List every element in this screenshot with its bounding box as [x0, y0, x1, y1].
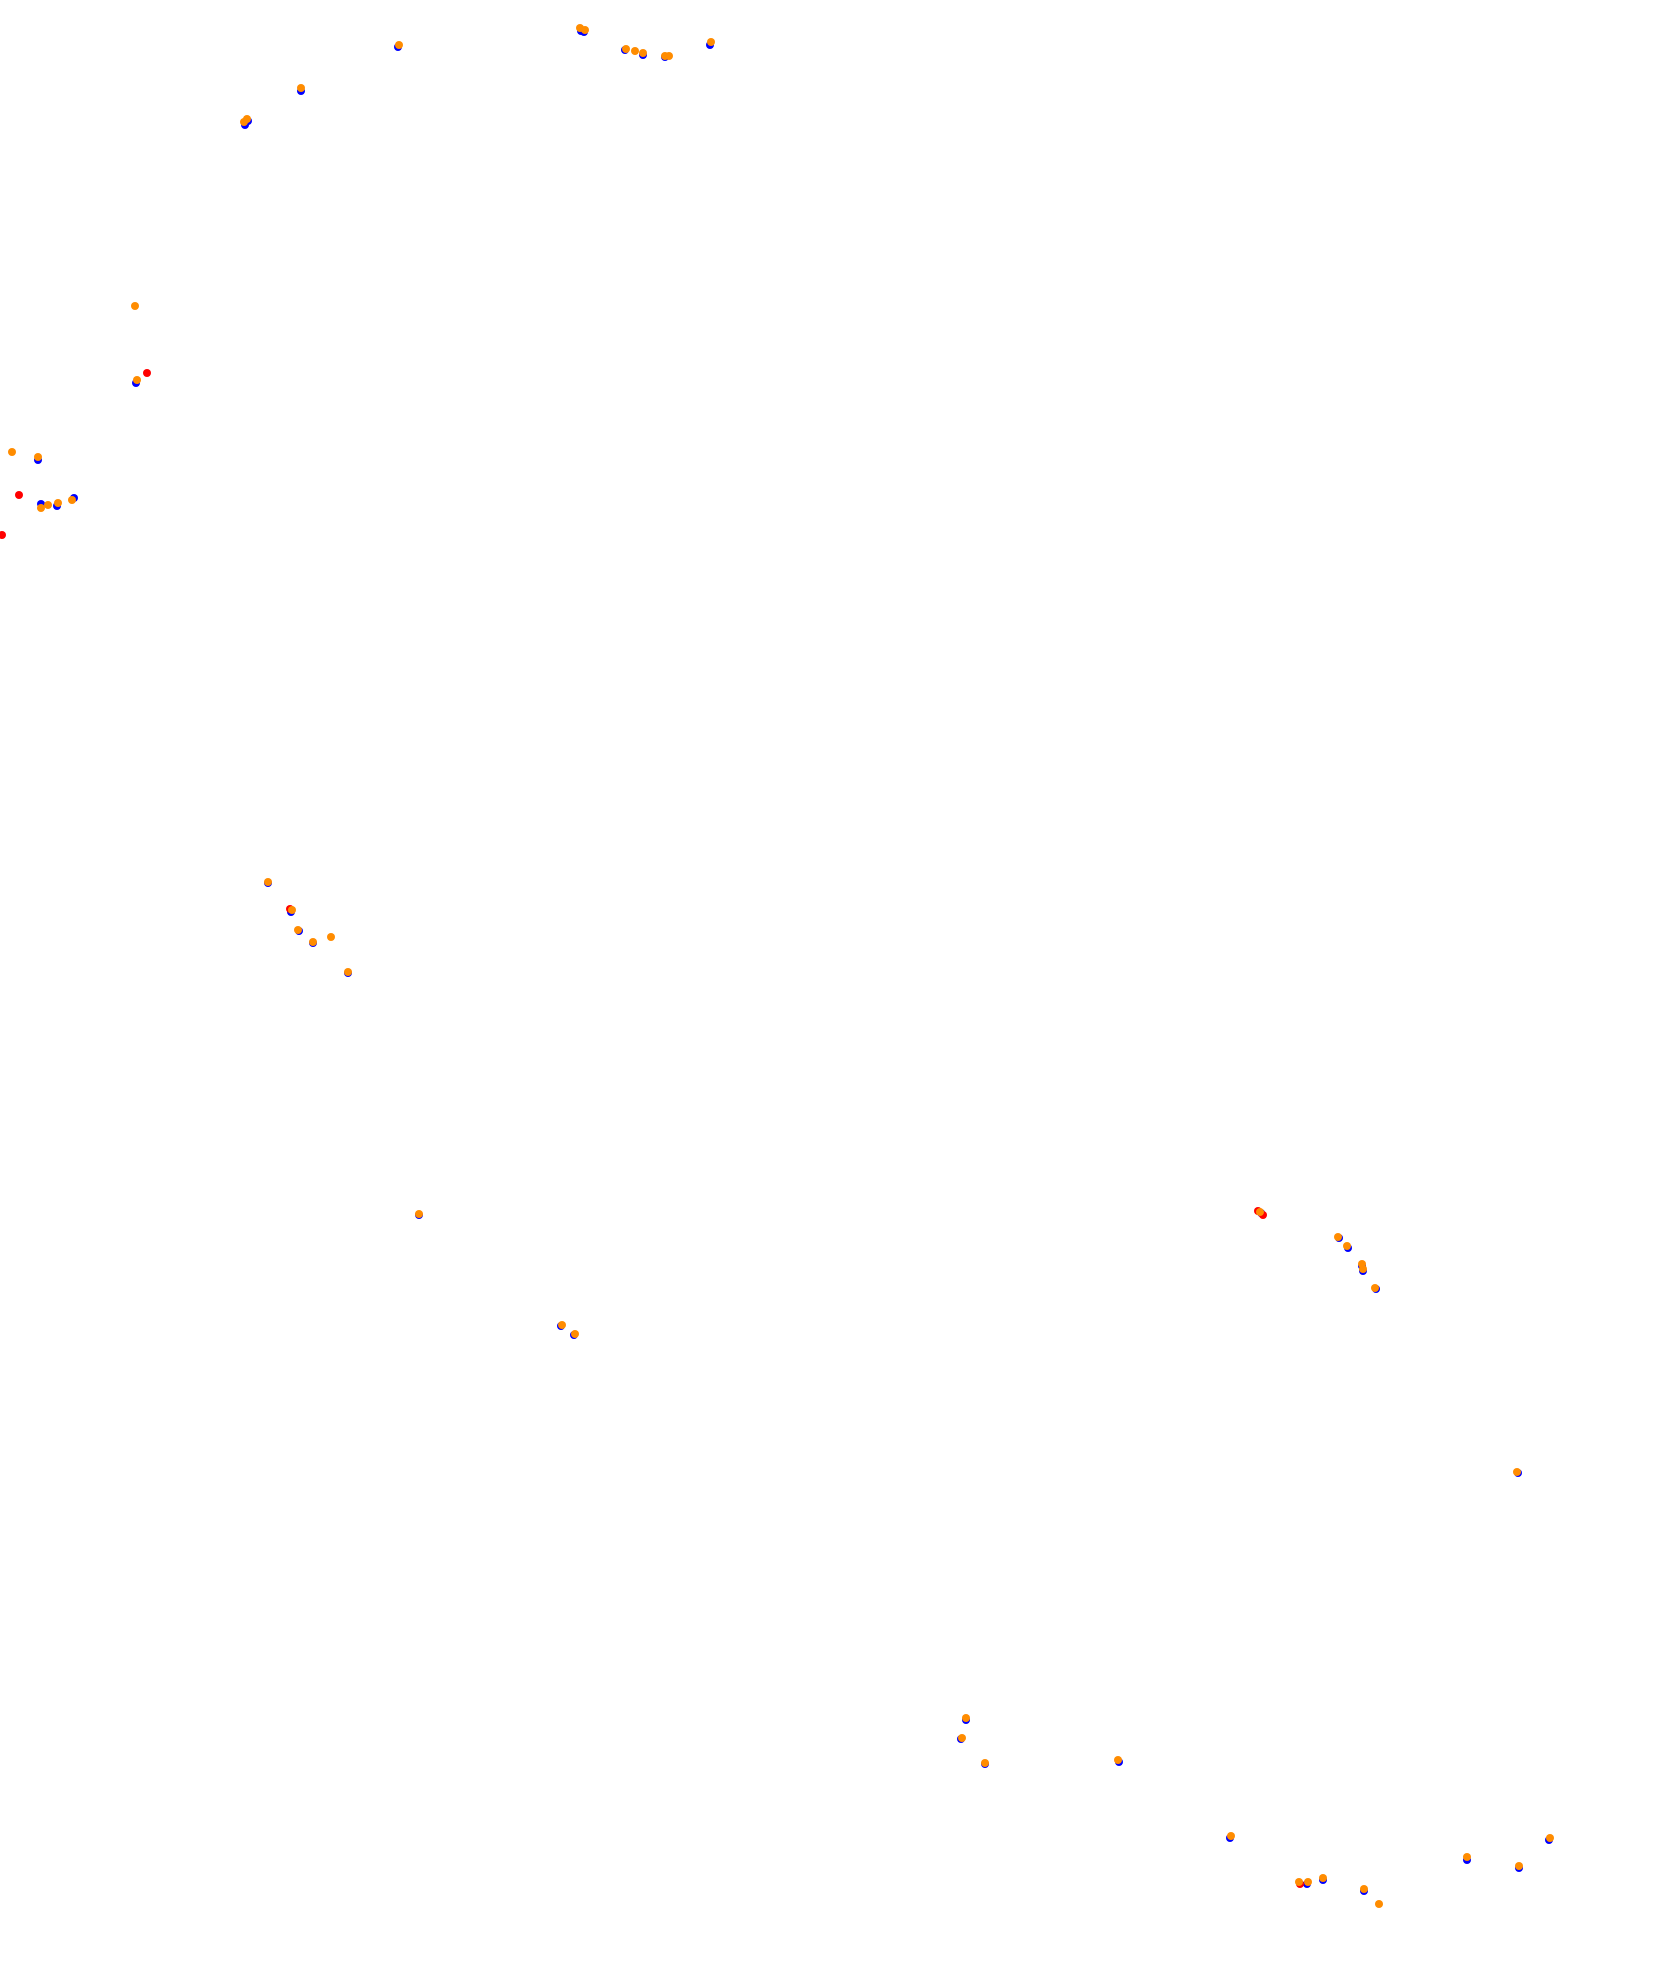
data-point-s1-0	[143, 369, 151, 377]
data-point-s2-45	[1463, 1853, 1471, 1861]
data-point-s2-48	[1295, 1878, 1303, 1886]
data-point-s2-47	[1546, 1834, 1554, 1842]
data-point-s2-13	[133, 376, 141, 384]
data-point-s2-12	[131, 302, 139, 310]
data-point-s2-30	[1334, 1233, 1342, 1241]
data-point-s2-33	[1359, 1265, 1367, 1273]
data-point-s2-29	[1256, 1208, 1264, 1216]
plot-area	[0, 24, 1554, 1908]
data-point-s2-8	[707, 38, 715, 46]
data-point-s2-20	[264, 878, 272, 886]
data-point-s2-28	[571, 1330, 579, 1338]
data-point-s2-18	[54, 499, 62, 507]
data-point-s2-46	[1515, 1862, 1523, 1870]
data-point-s2-38	[981, 1759, 989, 1767]
data-point-s2-15	[34, 453, 42, 461]
data-point-s2-35	[1513, 1468, 1521, 1476]
data-point-s2-5	[639, 49, 647, 57]
data-point-s2-7	[665, 52, 673, 60]
data-point-s2-16	[37, 504, 45, 512]
data-point-s2-21	[288, 906, 296, 914]
data-point-s2-26	[415, 1210, 423, 1218]
data-point-s2-4	[631, 47, 639, 55]
data-point-s2-2	[581, 26, 589, 34]
data-point-s2-3	[622, 45, 630, 53]
series-0	[34, 27, 1553, 1895]
data-point-s2-43	[1319, 1874, 1327, 1882]
data-point-s2-37	[958, 1734, 966, 1742]
data-point-s2-25	[344, 968, 352, 976]
data-point-s2-40	[1375, 1900, 1383, 1908]
data-point-s2-11	[297, 84, 305, 92]
data-point-s1-2	[0, 531, 6, 539]
data-point-s2-39	[1114, 1756, 1122, 1764]
data-point-s2-42	[1304, 1878, 1312, 1886]
data-point-s2-27	[558, 1321, 566, 1329]
data-point-s1-1	[15, 491, 23, 499]
data-point-s2-41	[1227, 1832, 1235, 1840]
data-point-s2-31	[1343, 1242, 1351, 1250]
data-point-s2-34	[1371, 1284, 1379, 1292]
data-point-s2-10	[243, 115, 251, 123]
data-point-s2-24	[327, 933, 335, 941]
data-point-s2-17	[44, 501, 52, 509]
data-point-s2-44	[1360, 1885, 1368, 1893]
data-point-s2-14	[8, 448, 16, 456]
data-point-s2-0	[395, 41, 403, 49]
series-1	[0, 369, 1304, 1888]
series-2	[8, 24, 1554, 1908]
data-point-s2-19	[68, 496, 76, 504]
data-point-s2-22	[294, 926, 302, 934]
data-point-s2-23	[309, 938, 317, 946]
data-point-s2-36	[962, 1714, 970, 1722]
